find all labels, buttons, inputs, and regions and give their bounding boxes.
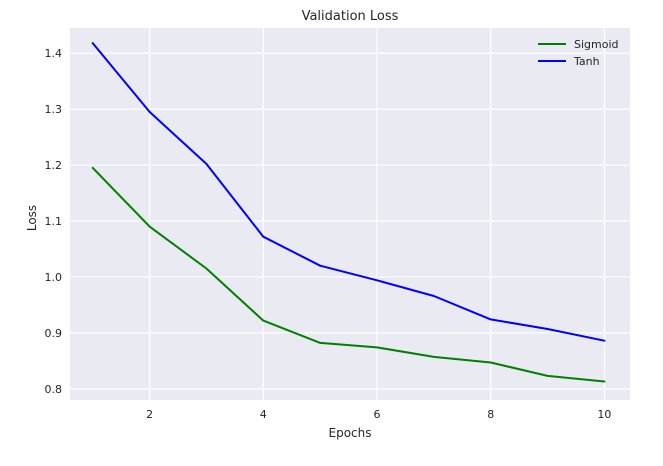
y-axis-label: Loss [25, 205, 39, 231]
y-gridlines [70, 52, 630, 390]
series-layer [91, 42, 606, 383]
y-tick-label: 1.3 [45, 103, 63, 116]
x-tick-label: 4 [260, 408, 267, 421]
y-tick-label: 1.4 [45, 47, 63, 60]
plot-area [70, 28, 630, 400]
series-line-sigmoid [91, 166, 606, 383]
legend-label-tanh: Tanh [573, 55, 600, 68]
legend-label-sigmoid: Sigmoid [574, 38, 619, 51]
x-gridlines [148, 28, 606, 400]
x-tick-label: 8 [487, 408, 494, 421]
x-tick-label: 2 [146, 408, 153, 421]
legend: Sigmoid Tanh [538, 38, 619, 68]
y-tick-labels: 0.8 0.9 1.0 1.1 1.2 1.3 1.4 [45, 47, 63, 396]
x-tick-label: 10 [597, 408, 611, 421]
y-tick-label: 0.9 [45, 327, 63, 340]
series-line-tanh [91, 42, 606, 342]
y-tick-label: 1.1 [45, 215, 63, 228]
x-tick-label: 6 [374, 408, 381, 421]
chart-title: Validation Loss [302, 9, 399, 24]
x-axis-label: Epochs [329, 426, 372, 440]
y-tick-label: 0.8 [45, 383, 63, 396]
y-tick-label: 1.2 [45, 159, 63, 172]
y-tick-label: 1.0 [45, 271, 63, 284]
x-tick-labels: 2 4 6 8 10 [146, 408, 611, 421]
